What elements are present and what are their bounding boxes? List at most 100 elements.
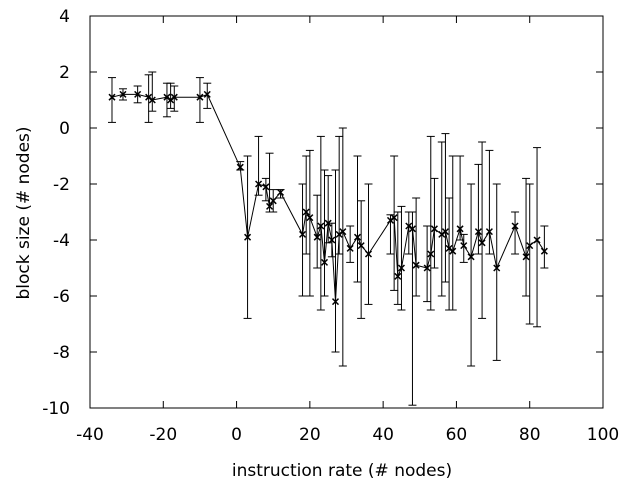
x-tick-label: -20 [149,425,177,445]
data-point-stroke [467,253,475,261]
data-point-stroke [427,250,435,258]
series-line [111,93,545,302]
data-point-stroke [170,93,178,101]
data-point-stroke [353,233,362,241]
data-point-stroke [408,225,416,233]
data-point [412,261,420,269]
data-point [526,242,534,250]
data-point-stroke [511,222,519,230]
data-point-stroke [306,214,314,222]
data-point [430,225,438,233]
data-point-stroke [236,163,244,171]
data-point-stroke [390,214,398,222]
data-point [298,230,307,238]
x-tick-label: 60 [446,425,468,445]
data-point [390,214,398,222]
data-point [474,228,482,236]
data-point-stroke [324,219,332,227]
data-point [346,244,354,252]
x-tick-label: 100 [587,425,619,445]
data-point [148,96,156,104]
data-point [408,225,416,233]
data-point-stroke [108,93,116,101]
data-point [134,90,142,98]
data-point [313,233,321,241]
data-point [441,228,449,236]
data-point [277,188,285,196]
y-tick-label: -2 [53,175,70,195]
data-point [485,228,493,236]
data-point [328,236,336,244]
data-point [357,242,365,250]
x-tick-label: 20 [299,425,321,445]
data-point-stroke [196,93,204,101]
data-point [339,228,347,236]
data-point-stroke [119,90,127,98]
y-axis-label: block size (# nodes) [14,126,34,299]
y-tick-label: -10 [42,399,70,419]
data-point [522,253,530,261]
data-point [324,219,332,227]
data-point [449,247,457,255]
data-point-stroke [441,228,449,236]
data-point-stroke [244,233,252,241]
data-point-stroke [302,208,310,216]
y-tick-label: 2 [59,63,70,83]
data-point [119,90,127,98]
data-point-stroke [522,253,530,261]
data-point [331,298,340,306]
data-point [203,90,211,98]
data-point [266,202,274,210]
data-point-stroke [423,264,431,272]
plot-frame [89,15,604,409]
data-point-stroke [394,272,402,280]
data-point-stroke [148,96,156,104]
data-point-stroke [255,180,263,188]
y-tick-label: 0 [59,119,70,139]
data-point-stroke [474,228,482,236]
data-point [423,264,431,272]
data-point [493,264,501,272]
plot-border [89,15,604,409]
data-point-stroke [485,228,493,236]
data-point [427,250,435,258]
data-point [306,214,314,222]
data-point-stroke [526,242,534,250]
x-tick-label: -40 [76,425,104,445]
data-point [255,180,263,188]
data-point-stroke [540,247,548,255]
data-point-stroke [163,93,171,101]
data-point-stroke [266,202,274,210]
data-point [269,197,277,205]
data-point-stroke [269,197,277,205]
y-axis-ticks: -10 -8 -6 -4 -2 0 2 4 [42,7,603,419]
y-tick-label: 4 [59,7,70,27]
x-axis-ticks: -40 -20 0 20 40 60 80 100 [76,16,619,445]
data-point [533,236,541,244]
data-point [244,233,252,241]
x-axis-label: instruction rate (# nodes) [232,461,452,481]
series-line-group [111,93,545,302]
data-point-stroke [262,183,270,191]
data-point-stroke [328,236,336,244]
data-point [262,183,270,191]
data-point-stroke [313,233,321,241]
data-point-stroke [357,242,365,250]
data-point [364,250,373,258]
data-point [456,225,464,233]
data-point [170,93,178,101]
data-point-stroke [346,244,354,252]
data-point-stroke [533,236,541,244]
x-tick-label: 40 [372,425,394,445]
data-point-stroke [331,298,340,306]
data-point-stroke [397,264,405,272]
data-point [467,253,475,261]
data-point [317,222,325,230]
data-point-stroke [456,225,464,233]
data-point-stroke [317,222,325,230]
y-tick-label: -6 [53,287,70,307]
data-point [460,242,468,250]
data-point-stroke [277,188,285,196]
data-point-stroke [460,242,468,250]
